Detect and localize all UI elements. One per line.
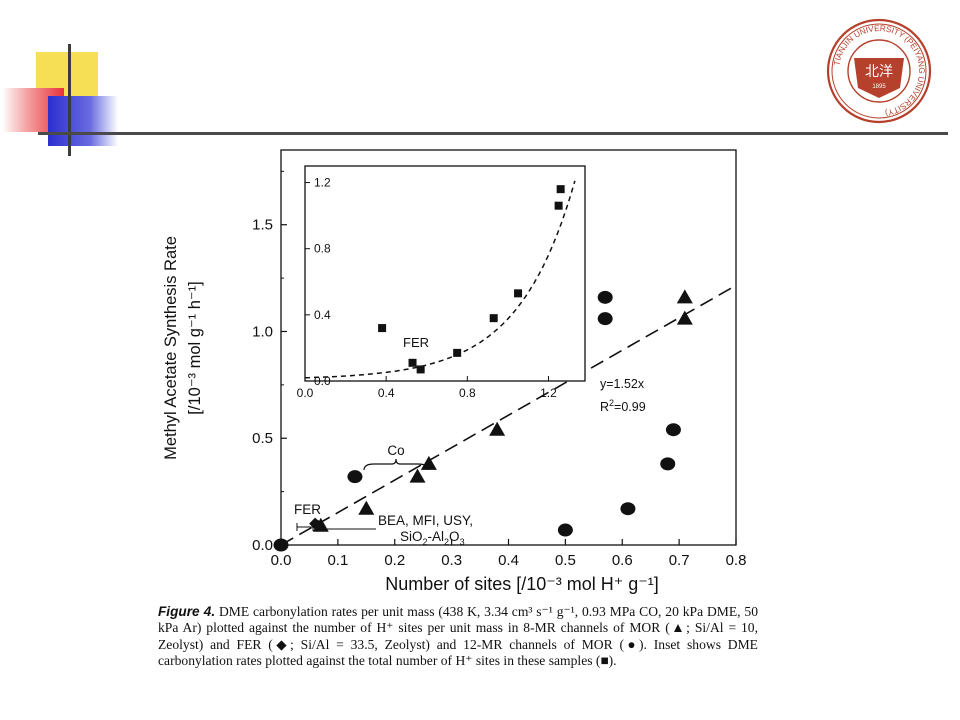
circle-point bbox=[620, 502, 636, 516]
inset-fer-label: FER bbox=[403, 335, 429, 350]
deco-vertical-line bbox=[68, 44, 71, 156]
main-x-tick-label: 0.4 bbox=[498, 552, 519, 569]
fit-r2-label: R2=0.99 bbox=[600, 398, 646, 414]
university-logo: TIANJIN UNIVERSITY (PEIYANG UNIVERSITY) … bbox=[826, 18, 932, 124]
logo-center-chars: 北洋 bbox=[865, 63, 893, 79]
square-point bbox=[416, 365, 425, 374]
figure-caption: Figure 4. DME carbonylation rates per un… bbox=[158, 604, 758, 670]
square-point bbox=[554, 201, 563, 210]
inset-plot-frame bbox=[304, 165, 586, 382]
main-x-tick-label: 0.1 bbox=[327, 552, 348, 569]
inset-y-tick-label: 1.2 bbox=[314, 176, 331, 190]
circle-point bbox=[660, 457, 676, 471]
inset-y-tick-label: 0.8 bbox=[314, 242, 331, 256]
circle-point bbox=[557, 523, 573, 537]
main-plot: 0.0 0.1 0.2 0.3 0.4 0.5 0.6 0.7 0.8 0.0 0.5 1.0 1.5 bbox=[252, 170, 747, 569]
circle-point bbox=[347, 470, 363, 484]
zeolites-label-line2: SiO2-Al2O3 bbox=[400, 529, 465, 547]
inset-y-tick-label: 0.0 bbox=[314, 374, 331, 388]
inset-y-tick-label: 0.4 bbox=[314, 308, 331, 322]
main-y-tick-label: 1.0 bbox=[252, 323, 273, 340]
main-y-tick-label: 0.0 bbox=[252, 537, 273, 554]
triangle-point bbox=[676, 310, 693, 325]
inset-x-tick-label: 0.4 bbox=[378, 386, 395, 400]
main-x-axis-label: Number of sites [/10⁻³ mol H⁺ g⁻¹] bbox=[385, 574, 659, 594]
co-label: Co bbox=[387, 443, 404, 458]
diamond-point bbox=[311, 519, 324, 532]
logo-year: 1895 bbox=[872, 84, 886, 90]
fer-bracket bbox=[296, 523, 314, 531]
square-point bbox=[556, 185, 565, 194]
main-y-tick-label: 0.5 bbox=[252, 430, 273, 447]
caption-text: DME carbonylation rates per unit mass (4… bbox=[158, 604, 758, 669]
main-y-axis-label-line1: Methyl Acetate Synthesis Rate bbox=[162, 236, 180, 460]
circle-point bbox=[273, 538, 289, 552]
triangle-point bbox=[358, 500, 375, 515]
triangle-point bbox=[489, 421, 506, 436]
main-x-tick-label: 0.5 bbox=[555, 552, 576, 569]
caption-figure-label: Figure 4. bbox=[158, 604, 216, 619]
zeolites-label-line1: BEA, MFI, USY, bbox=[378, 513, 473, 528]
figure: 0.0 0.1 0.2 0.3 0.4 0.5 0.6 0.7 0.80.00.51.01.5 … bbox=[162, 149, 747, 594]
triangle-point bbox=[676, 289, 693, 304]
circle-point bbox=[597, 312, 613, 326]
main-fit-line bbox=[280, 284, 737, 546]
inset-fit-curve bbox=[304, 180, 576, 379]
co-brace bbox=[363, 458, 429, 471]
square-point bbox=[408, 358, 417, 367]
main-fer-label: FER bbox=[294, 502, 321, 517]
main-x-tick-label: 0.3 bbox=[441, 552, 462, 569]
main-x-tick-label: 0.2 bbox=[384, 552, 405, 569]
inset-x-tick-label: 0.8 bbox=[459, 386, 476, 400]
square-point bbox=[378, 324, 387, 333]
triangle-point bbox=[409, 468, 426, 483]
main-x-tick-label: 0.8 bbox=[726, 552, 747, 569]
inset-x-tick-label: 1.2 bbox=[540, 386, 557, 400]
fit-equation-label: y=1.52x bbox=[600, 377, 645, 391]
square-point bbox=[514, 289, 523, 298]
inset-plot: 0.0 0.4 0.8 1.2 0.0 0.4 0.8 1.2 bbox=[297, 176, 576, 400]
main-x-tick-label: 0.6 bbox=[612, 552, 633, 569]
circle-point bbox=[597, 290, 613, 304]
square-point bbox=[489, 314, 498, 323]
triangle-point bbox=[420, 455, 437, 470]
deco-blue-square bbox=[48, 96, 118, 146]
deco-horizontal-rule bbox=[38, 132, 948, 135]
square-point bbox=[453, 348, 462, 357]
main-x-tick-label: 0.0 bbox=[271, 552, 292, 569]
main-y-tick-label: 1.5 bbox=[252, 217, 273, 234]
main-y-axis-label-line2: [/10⁻³ mol g⁻¹ h⁻¹] bbox=[186, 281, 204, 414]
main-x-tick-label: 0.7 bbox=[669, 552, 690, 569]
circle-point bbox=[665, 423, 681, 437]
inset-x-tick-label: 0.0 bbox=[297, 386, 314, 400]
